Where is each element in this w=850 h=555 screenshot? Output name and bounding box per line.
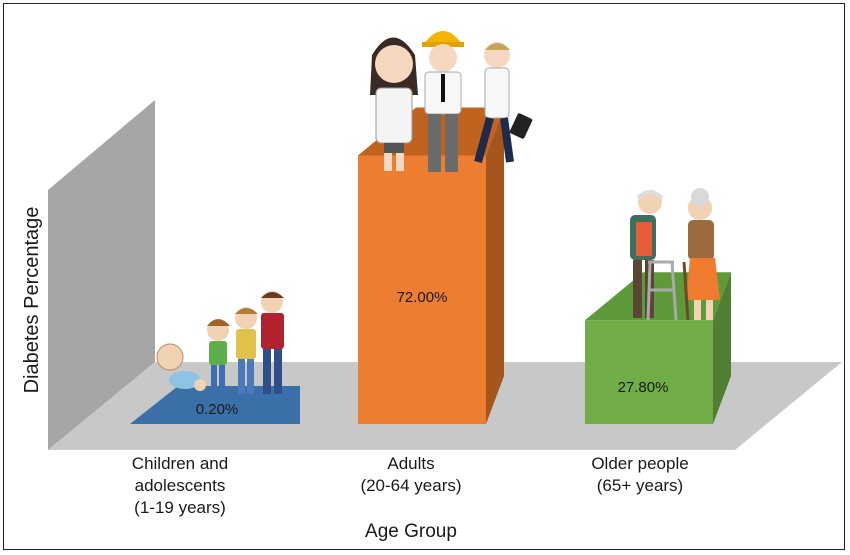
bar-front — [358, 155, 486, 424]
back-wall — [48, 100, 155, 450]
x-axis-label: Age Group — [365, 521, 457, 542]
category-label-1: Adults (20-64 years) — [360, 454, 461, 495]
category-label-2: Older people (65+ years) — [591, 454, 688, 495]
children-figures-icon — [156, 291, 284, 394]
data-label-1: 72.00% — [397, 289, 448, 306]
elderly-couple-figures-icon — [630, 188, 720, 321]
bar-children — [130, 386, 300, 424]
y-axis-label: Diabetes Percentage — [21, 207, 43, 394]
data-label-2: 27.80% — [618, 379, 669, 396]
data-label-0: 0.20% — [196, 401, 239, 418]
bar-side — [713, 272, 731, 424]
bar-front — [585, 320, 713, 424]
adult-workers-figures-icon — [370, 31, 533, 172]
category-label-0: Children and adolescents (1-19 years) — [132, 454, 228, 517]
bar-side — [486, 107, 504, 424]
